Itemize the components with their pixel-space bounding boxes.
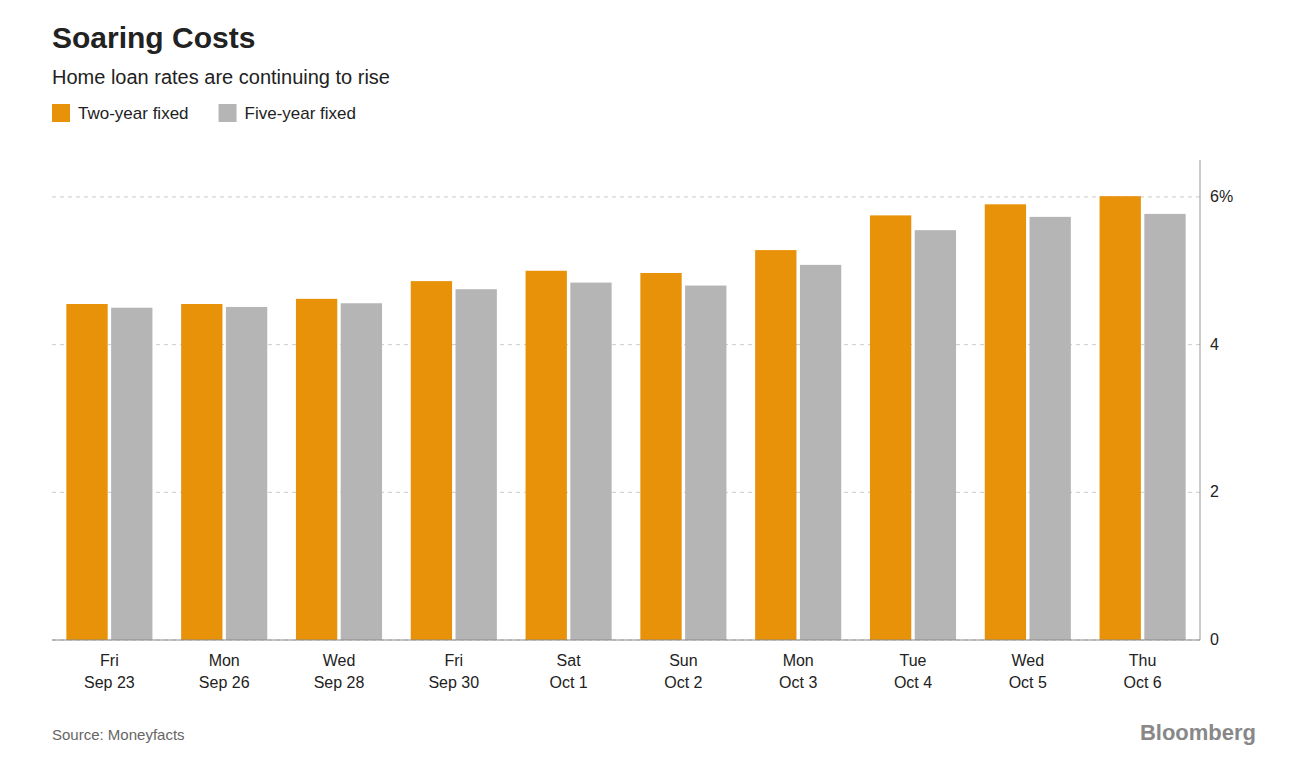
bar (456, 289, 497, 640)
x-tick-label: FriSep 23 (84, 652, 135, 691)
bar (526, 271, 567, 640)
legend-label: Two-year fixed (78, 104, 189, 123)
grid (52, 197, 1200, 640)
y-axis: 0 2 4 6% (1200, 160, 1233, 648)
background (0, 0, 1296, 764)
grid-line (52, 640, 1200, 641)
x-tick-label: SunOct 2 (664, 652, 702, 691)
grid-line (52, 344, 1200, 345)
bar (66, 304, 107, 640)
bar (1100, 196, 1141, 640)
bar (800, 265, 841, 640)
bar (870, 215, 911, 640)
bar (111, 308, 152, 640)
x-tick-label: ThuOct 6 (1123, 652, 1161, 691)
y-tick-label: 2 (1210, 483, 1219, 500)
legend: Two-year fixed Five-year fixed (52, 104, 356, 123)
x-axis: FriSep 23 MonSep 26 WedSep 28 FriSep 30 SatO… (52, 640, 1200, 691)
grid-line (52, 196, 1200, 197)
bars (66, 196, 1185, 640)
legend-label: Five-year fixed (245, 104, 356, 123)
x-tick-label: MonSep 26 (199, 652, 250, 691)
title: Soaring Costs (52, 21, 255, 54)
y-tick-label: 4 (1210, 336, 1219, 353)
grid-line (52, 492, 1200, 493)
chart: Soaring Costs Home loan rates are continu… (0, 0, 1296, 764)
x-tick-label: TueOct 4 (894, 652, 932, 691)
bar (685, 286, 726, 640)
bar (296, 299, 337, 640)
x-axis-line (52, 640, 1200, 641)
bar (640, 273, 681, 640)
bar (1144, 214, 1185, 640)
x-tick-label: MonOct 3 (779, 652, 817, 691)
source: Source: Moneyfacts (52, 726, 185, 743)
y-tick-label: 0 (1210, 631, 1219, 648)
bar (181, 304, 222, 640)
y-tick-label: 6% (1210, 188, 1233, 205)
x-tick-label: SatOct 1 (549, 652, 587, 691)
x-tick-label: FriSep 30 (428, 652, 479, 691)
x-tick-label: WedSep 28 (314, 652, 365, 691)
bar (411, 281, 452, 640)
annotation: Bloomberg (1140, 720, 1256, 745)
bar (985, 204, 1026, 640)
bar (915, 230, 956, 640)
bar (755, 250, 796, 640)
bar (226, 307, 267, 640)
legend-swatch (219, 104, 237, 122)
bar (341, 303, 382, 640)
bar (570, 283, 611, 640)
y-axis-line (1200, 160, 1201, 640)
legend-swatch (52, 104, 70, 122)
subtitle: Home loan rates are continuing to rise (52, 66, 390, 88)
x-tick-label: WedOct 5 (1009, 652, 1047, 691)
bar (1030, 217, 1071, 640)
